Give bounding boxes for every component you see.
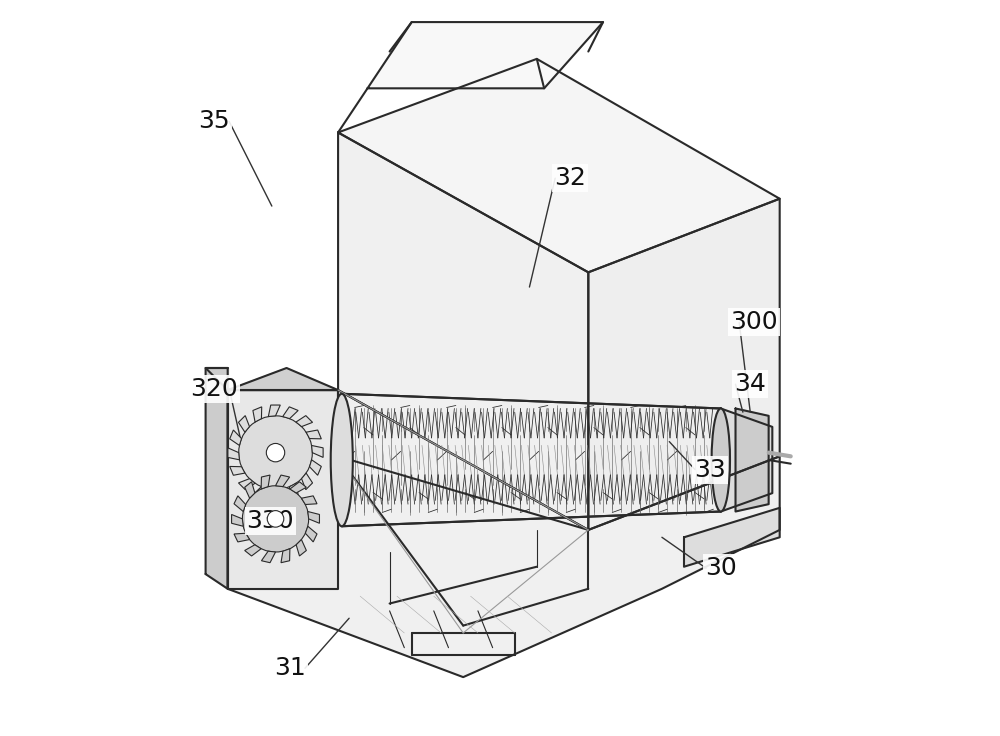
Polygon shape	[338, 132, 588, 530]
Text: 34: 34	[734, 372, 766, 396]
Polygon shape	[283, 407, 298, 419]
Polygon shape	[261, 551, 276, 563]
Ellipse shape	[331, 394, 353, 526]
Text: 33: 33	[694, 458, 726, 481]
Polygon shape	[308, 512, 319, 523]
Polygon shape	[736, 408, 769, 512]
Text: 32: 32	[554, 166, 586, 190]
Polygon shape	[588, 199, 780, 530]
Polygon shape	[238, 478, 255, 489]
Polygon shape	[368, 22, 603, 88]
Text: 31: 31	[274, 657, 306, 680]
Text: 30: 30	[705, 556, 737, 580]
Polygon shape	[721, 408, 772, 512]
Polygon shape	[306, 430, 321, 439]
Polygon shape	[296, 416, 313, 427]
Polygon shape	[234, 496, 246, 512]
Polygon shape	[245, 482, 255, 498]
Polygon shape	[276, 475, 290, 486]
Polygon shape	[310, 460, 321, 475]
Text: 300: 300	[730, 311, 778, 334]
Polygon shape	[232, 514, 243, 526]
Polygon shape	[230, 467, 245, 475]
Circle shape	[266, 443, 285, 462]
Polygon shape	[290, 482, 306, 493]
Polygon shape	[281, 549, 290, 563]
Polygon shape	[228, 390, 780, 677]
Polygon shape	[302, 473, 313, 489]
Polygon shape	[230, 430, 242, 445]
Polygon shape	[228, 368, 338, 390]
Polygon shape	[289, 484, 298, 498]
Polygon shape	[271, 489, 283, 500]
Circle shape	[239, 416, 312, 489]
Polygon shape	[234, 534, 250, 542]
Circle shape	[267, 511, 284, 527]
Polygon shape	[301, 496, 317, 504]
Polygon shape	[245, 545, 261, 556]
Polygon shape	[206, 368, 228, 589]
Polygon shape	[238, 416, 249, 432]
Circle shape	[242, 486, 309, 552]
Polygon shape	[312, 445, 323, 457]
Text: 330: 330	[247, 509, 294, 533]
Polygon shape	[296, 539, 306, 556]
Polygon shape	[261, 475, 270, 489]
Polygon shape	[338, 59, 780, 272]
Polygon shape	[228, 390, 338, 589]
Polygon shape	[253, 407, 262, 422]
Polygon shape	[253, 486, 268, 498]
Polygon shape	[305, 526, 317, 542]
Polygon shape	[268, 405, 280, 417]
Text: 35: 35	[199, 110, 230, 133]
Polygon shape	[684, 508, 780, 567]
Ellipse shape	[712, 408, 730, 512]
Polygon shape	[228, 448, 239, 460]
Text: 320: 320	[191, 377, 238, 400]
